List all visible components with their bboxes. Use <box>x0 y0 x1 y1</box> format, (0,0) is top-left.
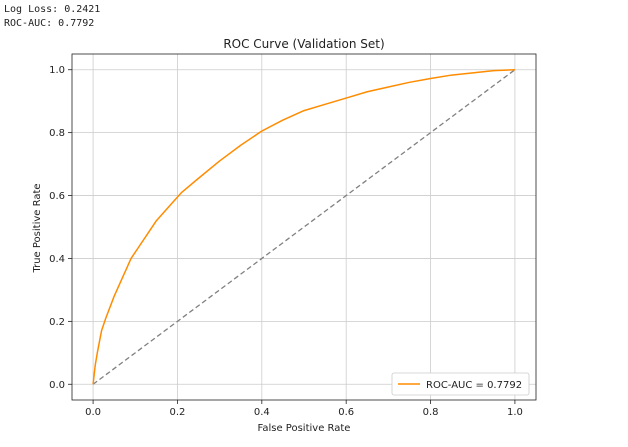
x-axis-ticks: 0.0 0.2 0.4 0.6 0.8 1.0 <box>85 400 523 418</box>
console-output: Log Loss: 0.2421 ROC-AUC: 0.7792 <box>4 3 100 31</box>
y-tick-label: 1.0 <box>49 65 65 76</box>
plot-frame <box>71 53 537 401</box>
x-tick-label: 1.0 <box>507 407 523 418</box>
roc-series <box>92 68 515 385</box>
x-tick-label: 0.0 <box>85 407 101 418</box>
log-loss-text: Log Loss: 0.2421 <box>4 4 101 15</box>
x-tick-label: 0.4 <box>254 407 270 418</box>
x-tick-label: 0.2 <box>170 407 186 418</box>
legend-label: ROC-AUC = 0.7792 <box>426 380 522 391</box>
legend-box <box>391 372 530 396</box>
grid-lines <box>72 54 536 400</box>
y-tick-label: 0.8 <box>49 128 65 139</box>
y-tick-label: 0.0 <box>49 380 65 391</box>
x-tick-label: 0.6 <box>338 407 354 418</box>
diagonal-series <box>92 69 516 385</box>
roc-curve-line <box>92 68 515 385</box>
roc-auc-text: ROC-AUC: 0.7792 <box>4 18 95 29</box>
y-axis-label: True Positive Rate <box>32 183 43 273</box>
y-axis-ticks: 0.0 0.2 0.4 0.6 0.8 1.0 <box>49 65 72 391</box>
y-tick-label: 0.6 <box>49 191 65 202</box>
legend: ROC-AUC = 0.7792 <box>391 372 530 396</box>
y-tick-label: 0.2 <box>49 317 65 328</box>
diagonal-line <box>92 69 516 385</box>
x-tick-label: 0.8 <box>423 407 439 418</box>
y-tick-label: 0.4 <box>49 254 65 265</box>
x-axis-label: False Positive Rate <box>258 423 351 434</box>
chart-title: ROC Curve (Validation Set) <box>223 37 384 51</box>
